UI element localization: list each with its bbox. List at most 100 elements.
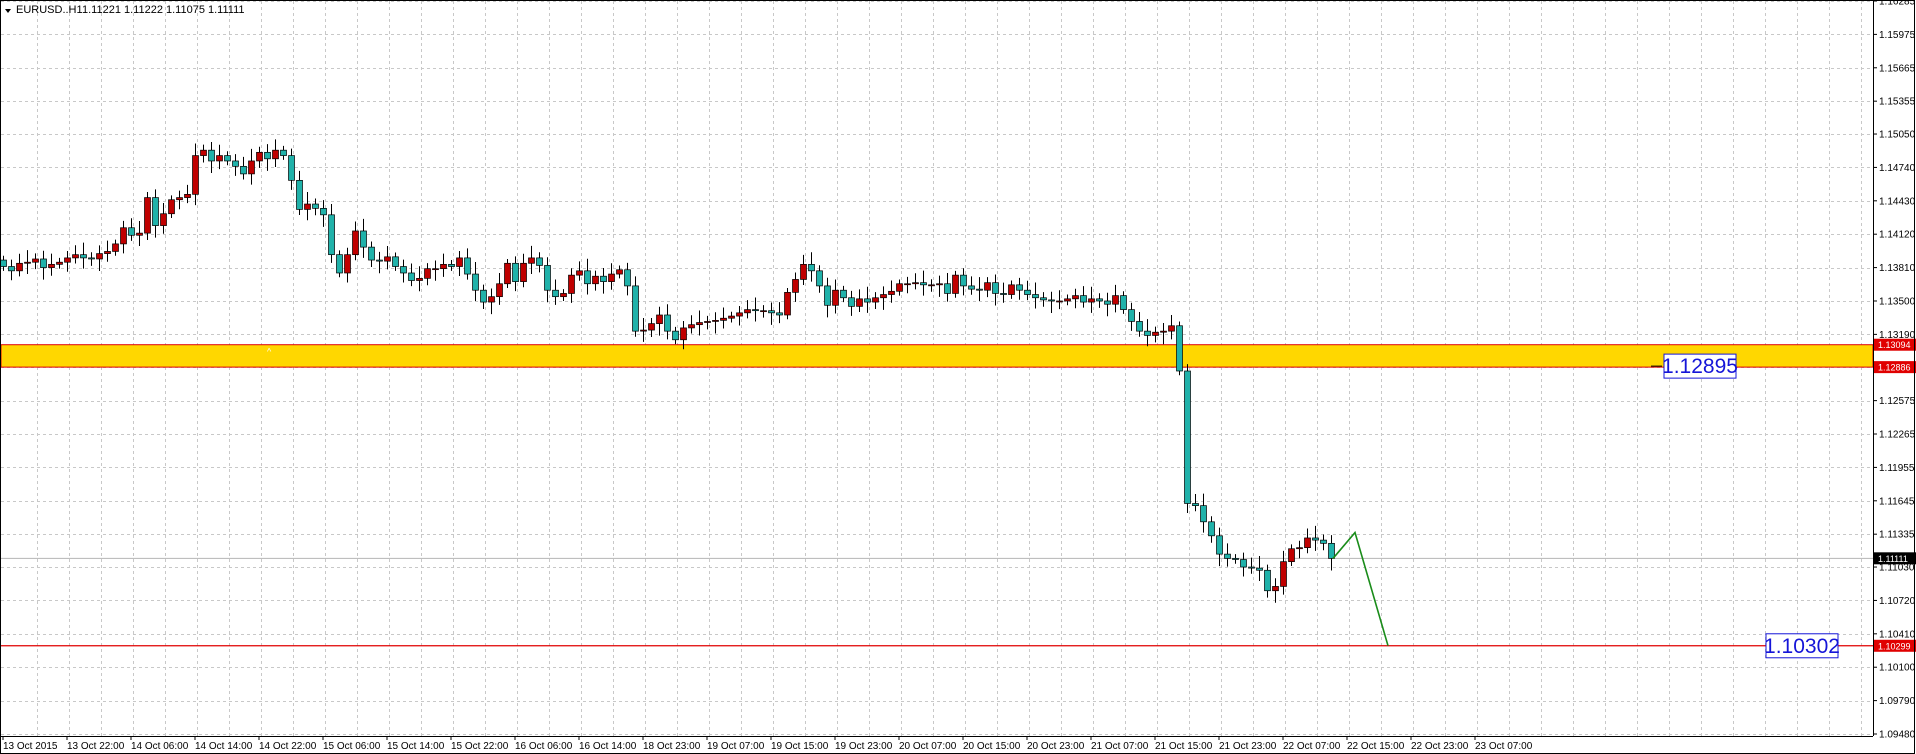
price-tick-label: 1.15665 [1879, 63, 1916, 74]
candle-body [88, 257, 95, 260]
price-tick-label: 1.13810 [1879, 263, 1916, 274]
candle [488, 288, 495, 315]
candle-body [1224, 553, 1231, 559]
price-tick-label: 1.10720 [1879, 596, 1916, 607]
candle [864, 286, 871, 313]
candle [200, 144, 207, 163]
projection-path[interactable] [1332, 530, 1389, 646]
candle [1328, 535, 1335, 571]
candle-body [1064, 298, 1071, 302]
candle [448, 260, 455, 271]
candle-body [1176, 325, 1183, 372]
candle [176, 190, 183, 210]
zone-price-label[interactable]: 1.12895 [1662, 353, 1738, 379]
candle-body [232, 160, 239, 167]
candle-body [1016, 284, 1023, 291]
candle-body [992, 282, 999, 294]
candle [816, 265, 823, 293]
candle-body [1072, 295, 1079, 300]
price-labels[interactable]: 1.12895 1.10302 [1651, 353, 1840, 659]
candle-body [1104, 300, 1111, 305]
candle-body [168, 199, 175, 215]
candle-body [480, 289, 487, 303]
candle-body [1320, 539, 1327, 544]
candle [952, 270, 959, 298]
candle [608, 263, 615, 290]
time-tick-label: 18 Oct 23:00 [643, 741, 701, 752]
candle-body [744, 309, 751, 314]
candle-body [920, 282, 927, 286]
candle [96, 245, 103, 272]
candle-body [640, 329, 647, 332]
candle [1288, 544, 1295, 566]
candle [328, 204, 335, 263]
candle-body [72, 254, 79, 259]
target-price-label[interactable]: 1.10302 [1764, 633, 1840, 659]
candle-body [1024, 289, 1031, 295]
candle-body [296, 179, 303, 210]
candle-body [528, 257, 535, 264]
candle-body [568, 274, 575, 294]
candle-body [888, 290, 895, 295]
candle-body [928, 284, 935, 287]
candle [664, 304, 671, 340]
candle-body [872, 297, 879, 303]
zone-price-label-box[interactable] [1663, 353, 1737, 379]
price-tick-label: 1.15975 [1879, 30, 1916, 41]
candle [1088, 286, 1095, 313]
candle-body [64, 257, 71, 263]
candle-body [952, 274, 959, 294]
candle-body [1128, 309, 1135, 322]
candle-body [200, 149, 207, 156]
candle-body [1240, 559, 1247, 568]
candle-body [832, 289, 839, 306]
candle-body [1272, 586, 1279, 592]
candle [808, 252, 815, 282]
candle-body [1112, 295, 1119, 305]
support-zone-rect[interactable] [0, 344, 1874, 368]
candle [688, 315, 695, 334]
candle [1056, 290, 1063, 310]
candle [56, 257, 63, 269]
candle-body [600, 275, 607, 282]
zone-bottom-price-tag-bg [1874, 361, 1916, 374]
candle [1264, 564, 1271, 598]
candle [368, 241, 375, 267]
price-tick-label: 1.14740 [1879, 163, 1916, 174]
target-price-label-box[interactable] [1765, 633, 1839, 659]
candle [696, 310, 703, 336]
candle-body [960, 274, 967, 287]
candle [216, 144, 223, 170]
candle-body [1304, 537, 1311, 549]
candle-body [160, 213, 167, 226]
candle-body [112, 243, 119, 252]
chart-header: EURUSD..H1 1.11221 1.11222 1.11075 1.111… [5, 4, 245, 16]
candle [632, 276, 639, 337]
candle [136, 221, 143, 247]
candle-body [760, 310, 767, 313]
candle-body [680, 327, 687, 341]
candle-body [56, 261, 63, 265]
candle [904, 276, 911, 294]
candle [856, 289, 863, 312]
candle-body [976, 288, 983, 291]
candle [600, 268, 607, 294]
candle-body [904, 283, 911, 286]
support-zone[interactable]: ^ [0, 344, 1874, 368]
candle [1112, 284, 1119, 313]
projection-line[interactable] [1332, 530, 1389, 646]
time-tick-label: 22 Oct 15:00 [1347, 741, 1405, 752]
candle-body [520, 262, 527, 282]
candle [320, 200, 327, 227]
candle-body [816, 270, 823, 287]
candle [752, 297, 759, 322]
price-tick-label: 1.11030 [1879, 563, 1915, 574]
candle-body [320, 208, 327, 216]
header-dropdown-icon[interactable] [5, 9, 11, 13]
candle [32, 253, 39, 270]
horizontal-lines[interactable] [1, 557, 1873, 647]
candle-body [368, 246, 375, 261]
price-tick-label: 1.16285 [1879, 0, 1916, 8]
